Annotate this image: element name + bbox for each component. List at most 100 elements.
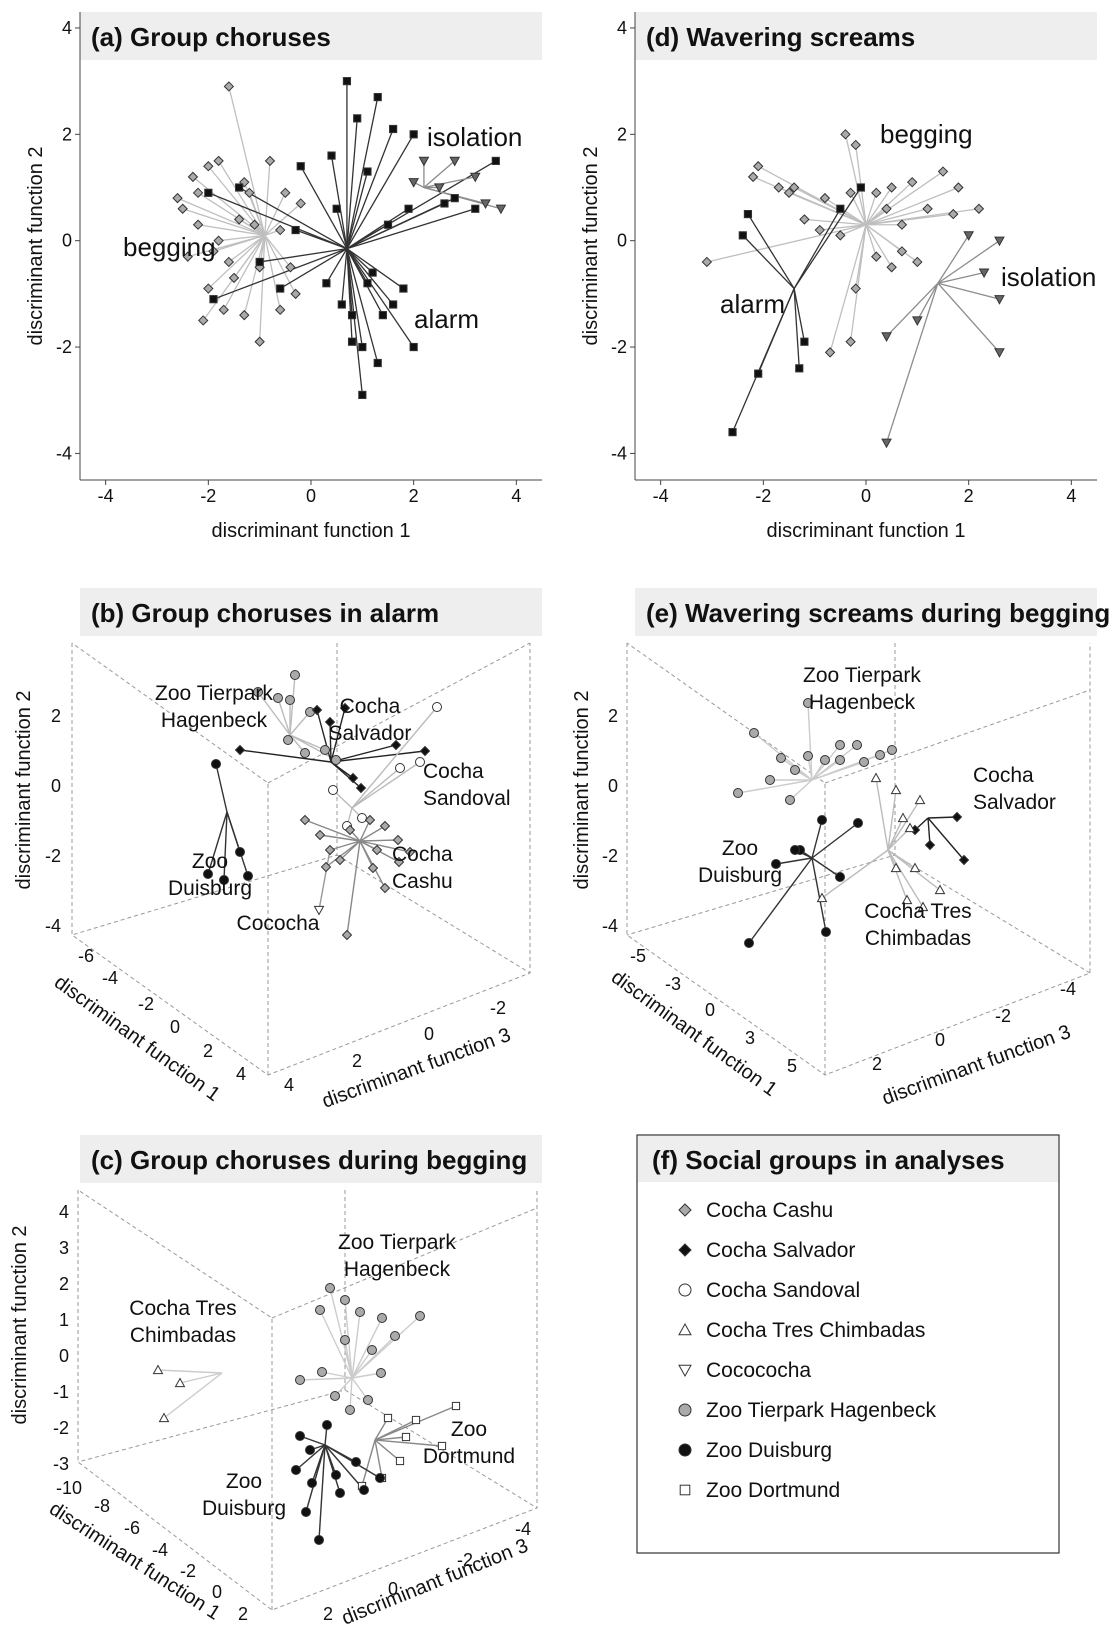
duisburg-point	[331, 1470, 341, 1480]
begging-point	[192, 219, 204, 230]
begging-point	[896, 246, 908, 257]
sandoval-point	[357, 813, 367, 823]
cashu-line	[325, 840, 361, 868]
legend-title-bg	[638, 1136, 1058, 1182]
begging-centroid-line	[840, 224, 867, 236]
hagenbeck-line	[737, 779, 813, 794]
panel-a-x-label: discriminant function 1	[212, 520, 411, 542]
alarm-centroid-line	[793, 208, 841, 289]
duisburg-line	[223, 811, 228, 881]
alarm-point	[209, 295, 218, 304]
begging-point	[274, 304, 286, 316]
legend-item: Cocha Cashu	[678, 1199, 833, 1222]
panel-c-xtick: -6	[124, 1518, 140, 1538]
panel-d-centroid-lines	[706, 134, 1000, 443]
dortmund-point	[401, 1432, 411, 1442]
group-label-dui: Zoo Duisburg	[698, 837, 782, 887]
begging-point	[871, 251, 882, 262]
panel-a-title-bg	[80, 12, 542, 60]
panel-a-centroid-lines	[177, 81, 502, 395]
begging-point	[290, 288, 301, 300]
isolation-point	[433, 183, 445, 194]
panel-b-ztick: -2	[490, 998, 506, 1018]
panel-c-y-label: discriminant function 2	[9, 1226, 31, 1425]
alarm-point	[255, 257, 264, 267]
duisburg-point	[853, 818, 863, 828]
begging-point	[886, 262, 897, 273]
alarm-centroid-line	[279, 248, 348, 290]
duisburg-point	[771, 859, 781, 869]
begging-point	[973, 203, 985, 214]
cashu-point	[379, 882, 391, 894]
tres-point	[914, 794, 926, 805]
hagenbeck-point	[340, 1335, 350, 1345]
alarm-centroid-line	[346, 128, 394, 249]
begging-point	[254, 336, 265, 347]
duisburg-point	[235, 847, 245, 857]
hagenbeck-point	[285, 695, 295, 705]
group-label-line: Cashu	[392, 870, 453, 893]
cashu-point	[404, 846, 416, 858]
group-label-line: Hagenbeck	[161, 709, 268, 732]
legend-marker-circle	[678, 1283, 692, 1297]
salvador-line	[330, 761, 362, 789]
hagenbeck-line	[299, 1377, 353, 1381]
cashu-point	[393, 856, 405, 868]
tres-line	[157, 1369, 223, 1374]
alarm-point	[378, 311, 387, 320]
cashu-line	[359, 825, 386, 842]
isolation-centroid-line	[423, 176, 476, 189]
sandoval-point	[395, 763, 405, 773]
panel-e-z-ticks: 2 0 -2 -4	[872, 979, 1076, 1074]
panel-d-wavering-screams: (d) Wavering screams -4 -2 0 2 4 -4 -2 0 2 4 begg…	[580, 12, 1097, 542]
group-label-dui: Zoo Duisburg	[168, 850, 252, 900]
begging-point	[218, 304, 229, 316]
y-tick-label: 4	[62, 18, 72, 38]
hagenbeck-point	[253, 687, 263, 697]
hagenbeck-point	[340, 1295, 350, 1305]
begging-centroid-line	[865, 186, 959, 226]
group-label-hag: Zoo Tierpark Hagenbeck	[338, 1231, 456, 1281]
alarm-point	[389, 300, 398, 309]
legend-marker-triangle-down	[678, 1364, 692, 1378]
alarm-point	[471, 204, 480, 213]
begging-point	[871, 187, 882, 199]
begging-point	[814, 224, 826, 236]
panel-c-points	[152, 1283, 461, 1545]
salvador-line	[239, 749, 332, 763]
alarm-centroid-line	[346, 248, 379, 364]
hagenbeck-line	[289, 711, 311, 736]
x-tick-label: 0	[306, 486, 316, 506]
hagenbeck-point	[820, 755, 830, 765]
isolation-centroid-line	[423, 186, 502, 210]
alarm-centroid-line	[336, 208, 348, 249]
begging-point	[203, 283, 214, 294]
panel-e-xtick: 3	[745, 1028, 755, 1048]
hagenbeck-point	[835, 740, 845, 750]
duisburg-line	[811, 857, 827, 933]
begging-point	[850, 139, 861, 151]
panel-c-xtick: 0	[212, 1582, 222, 1602]
cashu-line	[359, 839, 399, 842]
isolation-point	[994, 236, 1005, 247]
salvador-line	[330, 707, 346, 763]
tres-point	[917, 901, 929, 912]
legend-title: (f) Social groups in analyses	[652, 1145, 1005, 1175]
hagenbeck-point	[776, 753, 786, 763]
panel-b-centroid-lines	[207, 674, 438, 936]
panel-b-box-inner	[71, 642, 531, 1075]
salvador-point	[339, 702, 351, 714]
duisburg-line	[215, 763, 228, 813]
begging-centroid-line	[844, 134, 867, 225]
legend-item: Zoo Dortmund	[679, 1479, 840, 1502]
begging-centroid-line	[177, 197, 266, 236]
legend-item: Cocha Salvador	[678, 1239, 855, 1262]
cashu-point	[320, 861, 332, 873]
isolation-point	[495, 204, 507, 215]
alarm-point	[291, 225, 300, 235]
y-tick-label: -2	[56, 337, 72, 357]
y-tick-label: 2	[62, 124, 72, 144]
x-tick-label: -2	[200, 486, 216, 506]
begging-centroid-line	[865, 224, 903, 252]
cashu-line	[329, 840, 361, 851]
